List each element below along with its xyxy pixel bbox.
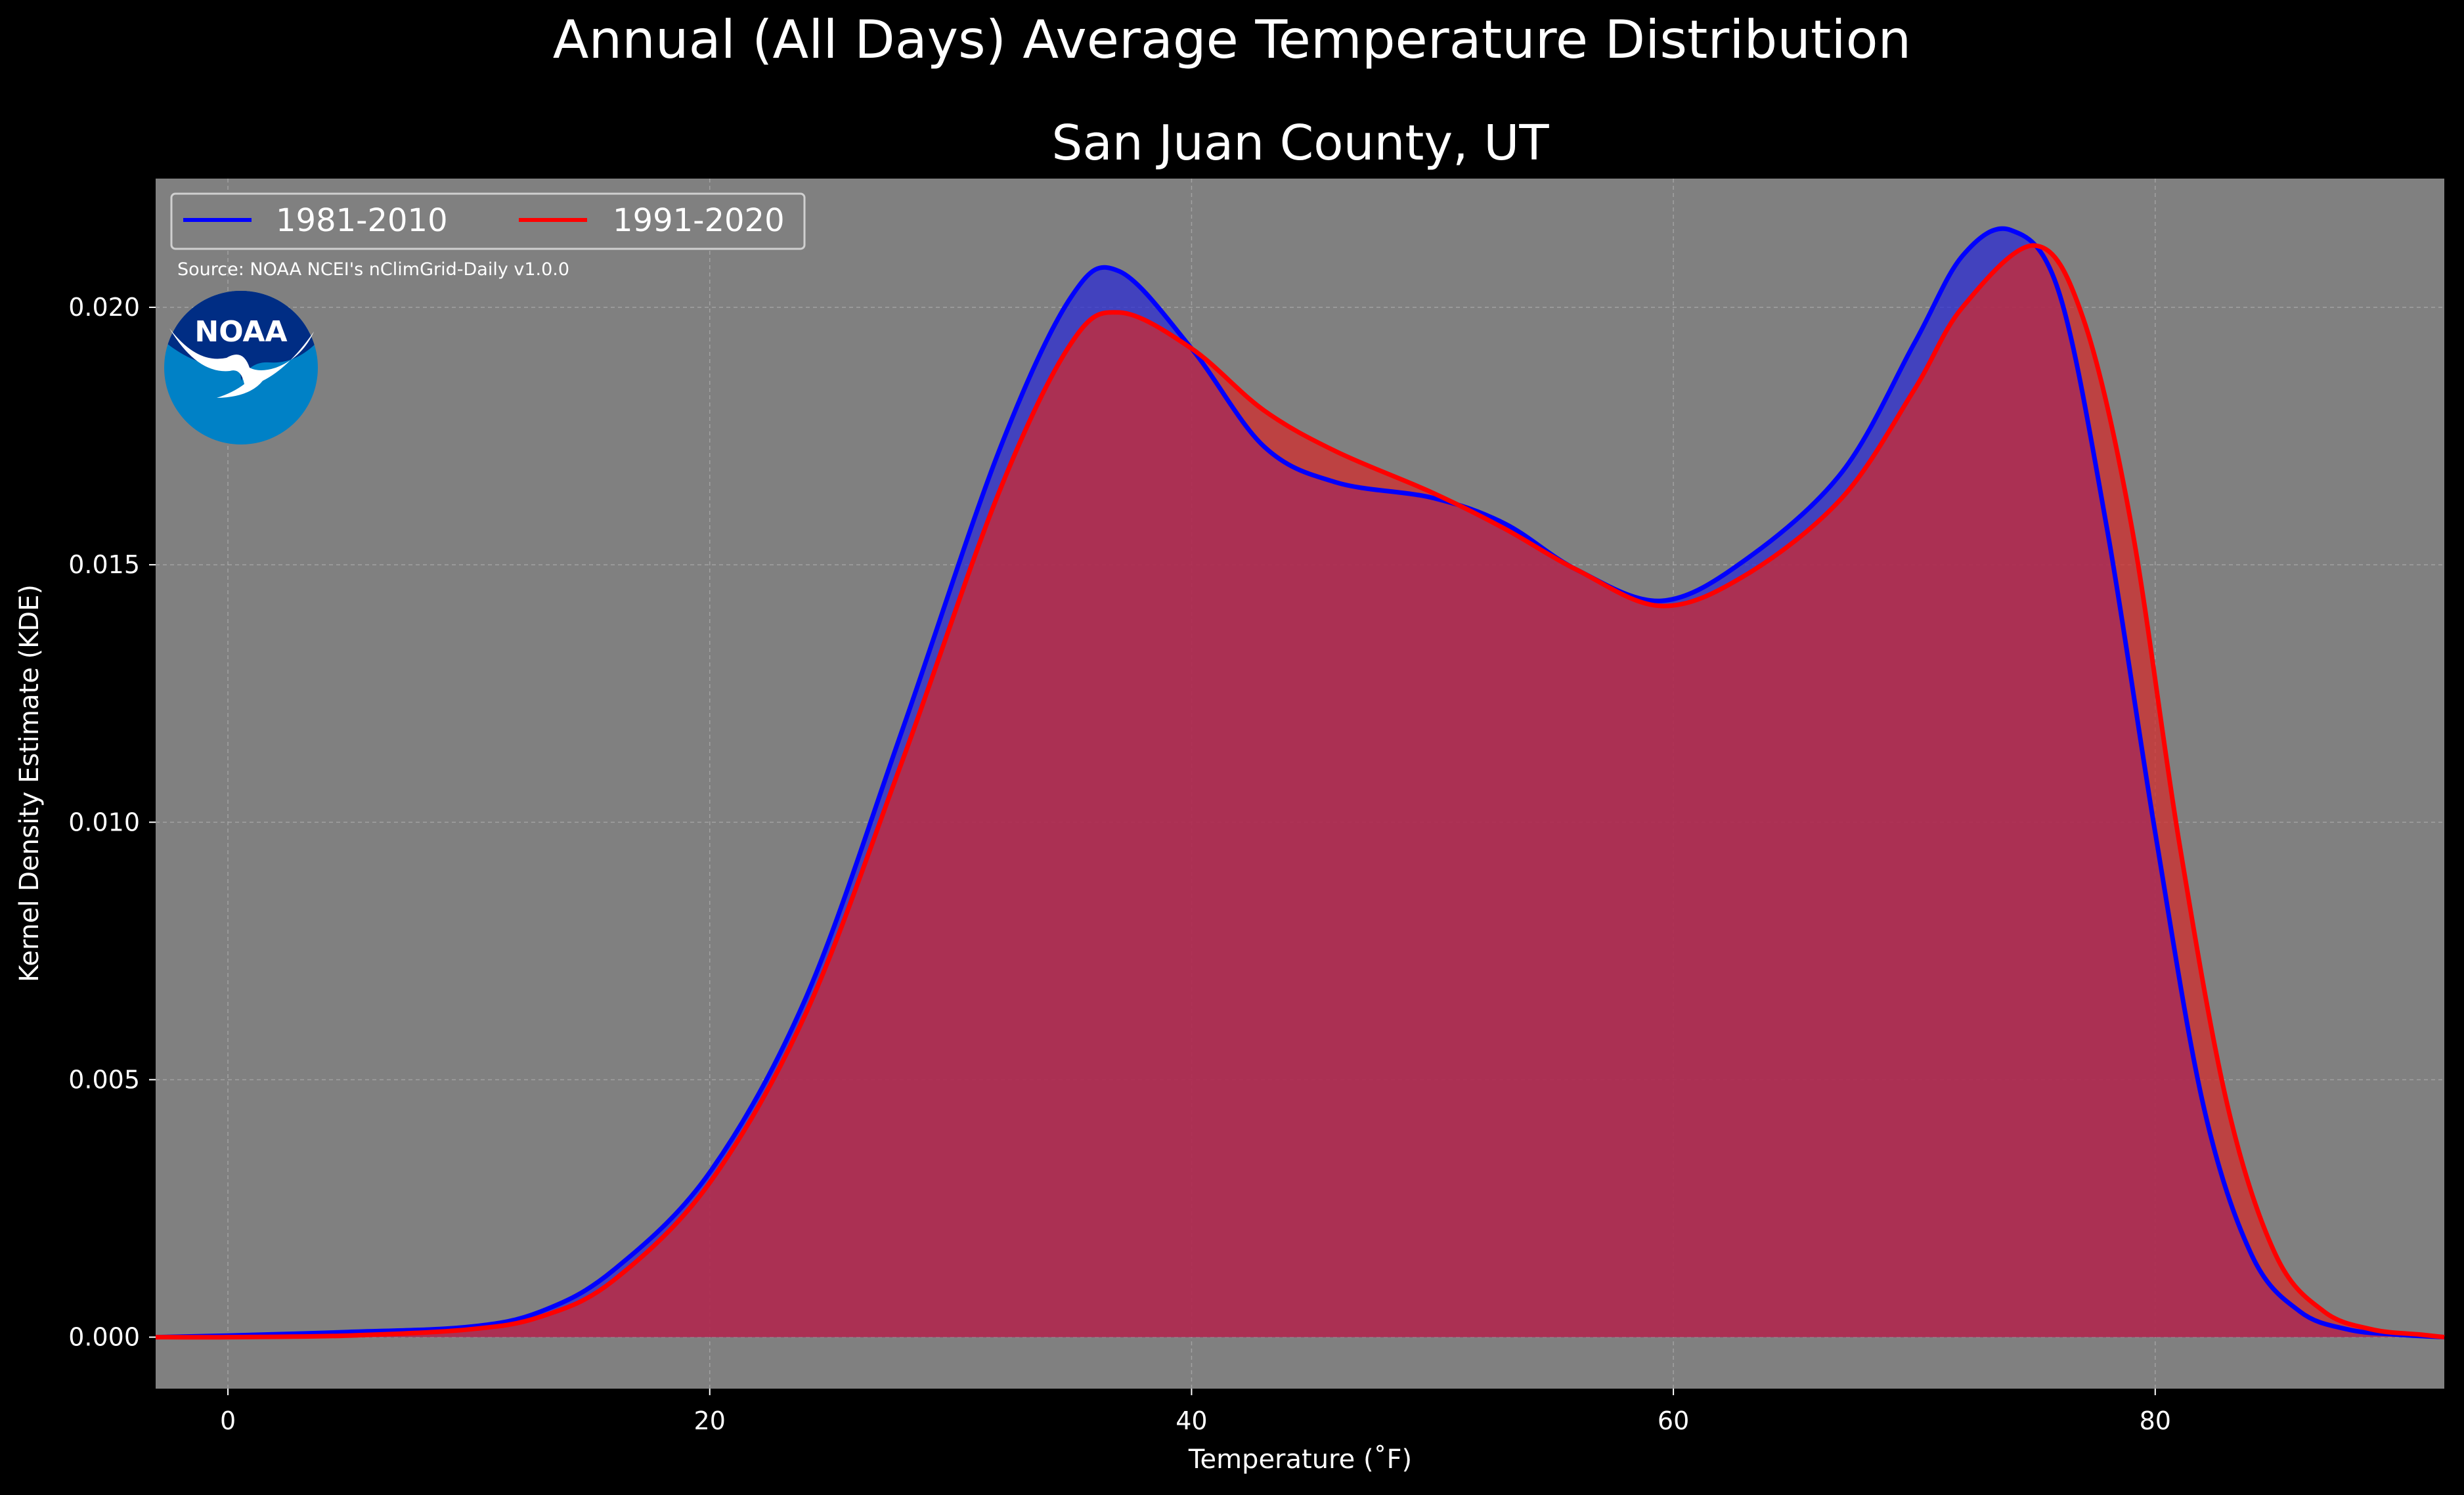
y-tick-label: 0.005	[68, 1065, 140, 1094]
legend-label-1991-2020: 1991-2020	[613, 202, 785, 239]
y-tick-label: 0.015	[68, 550, 140, 579]
y-axis-label: Kernel Density Estimate (KDE)	[14, 584, 45, 982]
chart-subtitle: San Juan County, UT	[1051, 115, 1549, 171]
x-tick-label: 20	[694, 1406, 726, 1435]
noaa-logo: NOAA	[164, 291, 318, 444]
legend: 1981-2010 1991-2020	[170, 192, 806, 250]
legend-box	[170, 192, 806, 250]
series-line-1991-2020	[155, 243, 2445, 1340]
series-lines	[155, 226, 2445, 1340]
chart-title: Annual (All Days) Average Temperature Di…	[553, 9, 1911, 70]
y-tick-label: 0.010	[68, 808, 140, 836]
logo-text: NOAA	[194, 315, 287, 349]
ticks: 0 20 40 60 80 0.000 0.005 0.010 0.015 0.020	[68, 293, 2171, 1435]
series-area-1991-2020	[156, 245, 2444, 1337]
x-tick-label: 40	[1176, 1406, 1207, 1435]
source-note: Source: NOAA NCEI's nClimGrid-Daily v1.0…	[177, 259, 569, 280]
x-tick-label: 0	[220, 1406, 236, 1435]
x-axis-label: Temperature (˚F)	[1188, 1444, 1412, 1475]
y-tick-label: 0.000	[68, 1323, 140, 1352]
x-tick-label: 80	[2140, 1406, 2171, 1435]
y-tick-label: 0.020	[68, 293, 140, 322]
logo-bird	[169, 328, 314, 398]
legend-label-1981-2010: 1981-2010	[276, 202, 448, 239]
x-tick-label: 60	[1658, 1406, 1689, 1435]
series-fills	[156, 228, 2444, 1337]
series-line-1981-2010	[155, 226, 2445, 1340]
